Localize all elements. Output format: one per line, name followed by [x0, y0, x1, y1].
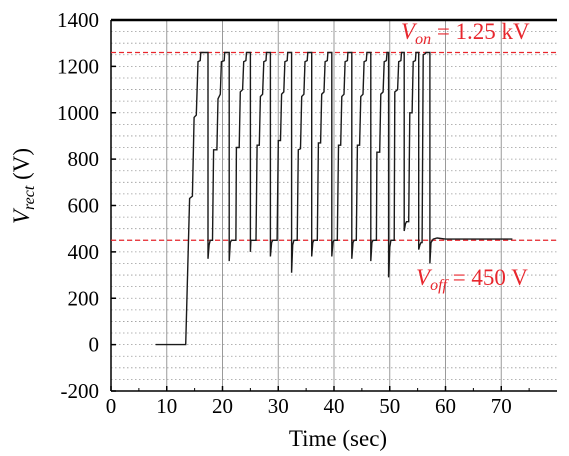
- y-tick-label: 800: [68, 147, 100, 171]
- x-tick-label: 0: [106, 394, 117, 418]
- y-tick-label: 400: [68, 240, 100, 264]
- v-on-label-main: V: [401, 19, 418, 44]
- threshold-lines: [111, 51, 557, 241]
- y-tick-label: -200: [61, 379, 100, 403]
- y-tick-label: 1000: [57, 101, 99, 125]
- v-on-annotation: Von = 1.25 kV: [401, 19, 530, 48]
- v-off-label-sub: off: [430, 277, 449, 294]
- x-tick-label: 60: [435, 394, 456, 418]
- v-on-label-sub: on: [415, 31, 431, 48]
- grid: [111, 20, 557, 391]
- y-tick-label: 600: [68, 194, 100, 218]
- v-off-label-main: V: [416, 265, 433, 290]
- y-axis-title-main: V: [9, 207, 34, 224]
- x-tick-label: 50: [379, 394, 400, 418]
- axes: [110, 18, 557, 392]
- x-tick-label: 30: [268, 394, 289, 418]
- x-tick-label: 20: [212, 394, 233, 418]
- v-off-label-rest: = 450 V: [447, 265, 528, 290]
- data-series: [155, 51, 513, 346]
- x-axis-title: Time (sec): [289, 426, 387, 451]
- y-tick-label: 200: [68, 286, 100, 310]
- y-tick-label: 1400: [57, 8, 99, 32]
- y-tick-label: 0: [89, 333, 100, 357]
- x-tick-label: 40: [324, 394, 345, 418]
- v-off-annotation: Voff = 450 V: [416, 265, 528, 294]
- x-tick-label: 70: [491, 394, 512, 418]
- v-rect-trace: [155, 51, 513, 346]
- x-tick-label: 10: [156, 394, 177, 418]
- y-axis-title: Vrect (V): [9, 148, 38, 224]
- y-tick-label: 1200: [57, 54, 99, 78]
- v-on-label-rest: = 1.25 kV: [431, 19, 530, 44]
- y-axis-title-sub: rect: [21, 185, 38, 210]
- y-axis-title-unit: (V): [9, 148, 34, 186]
